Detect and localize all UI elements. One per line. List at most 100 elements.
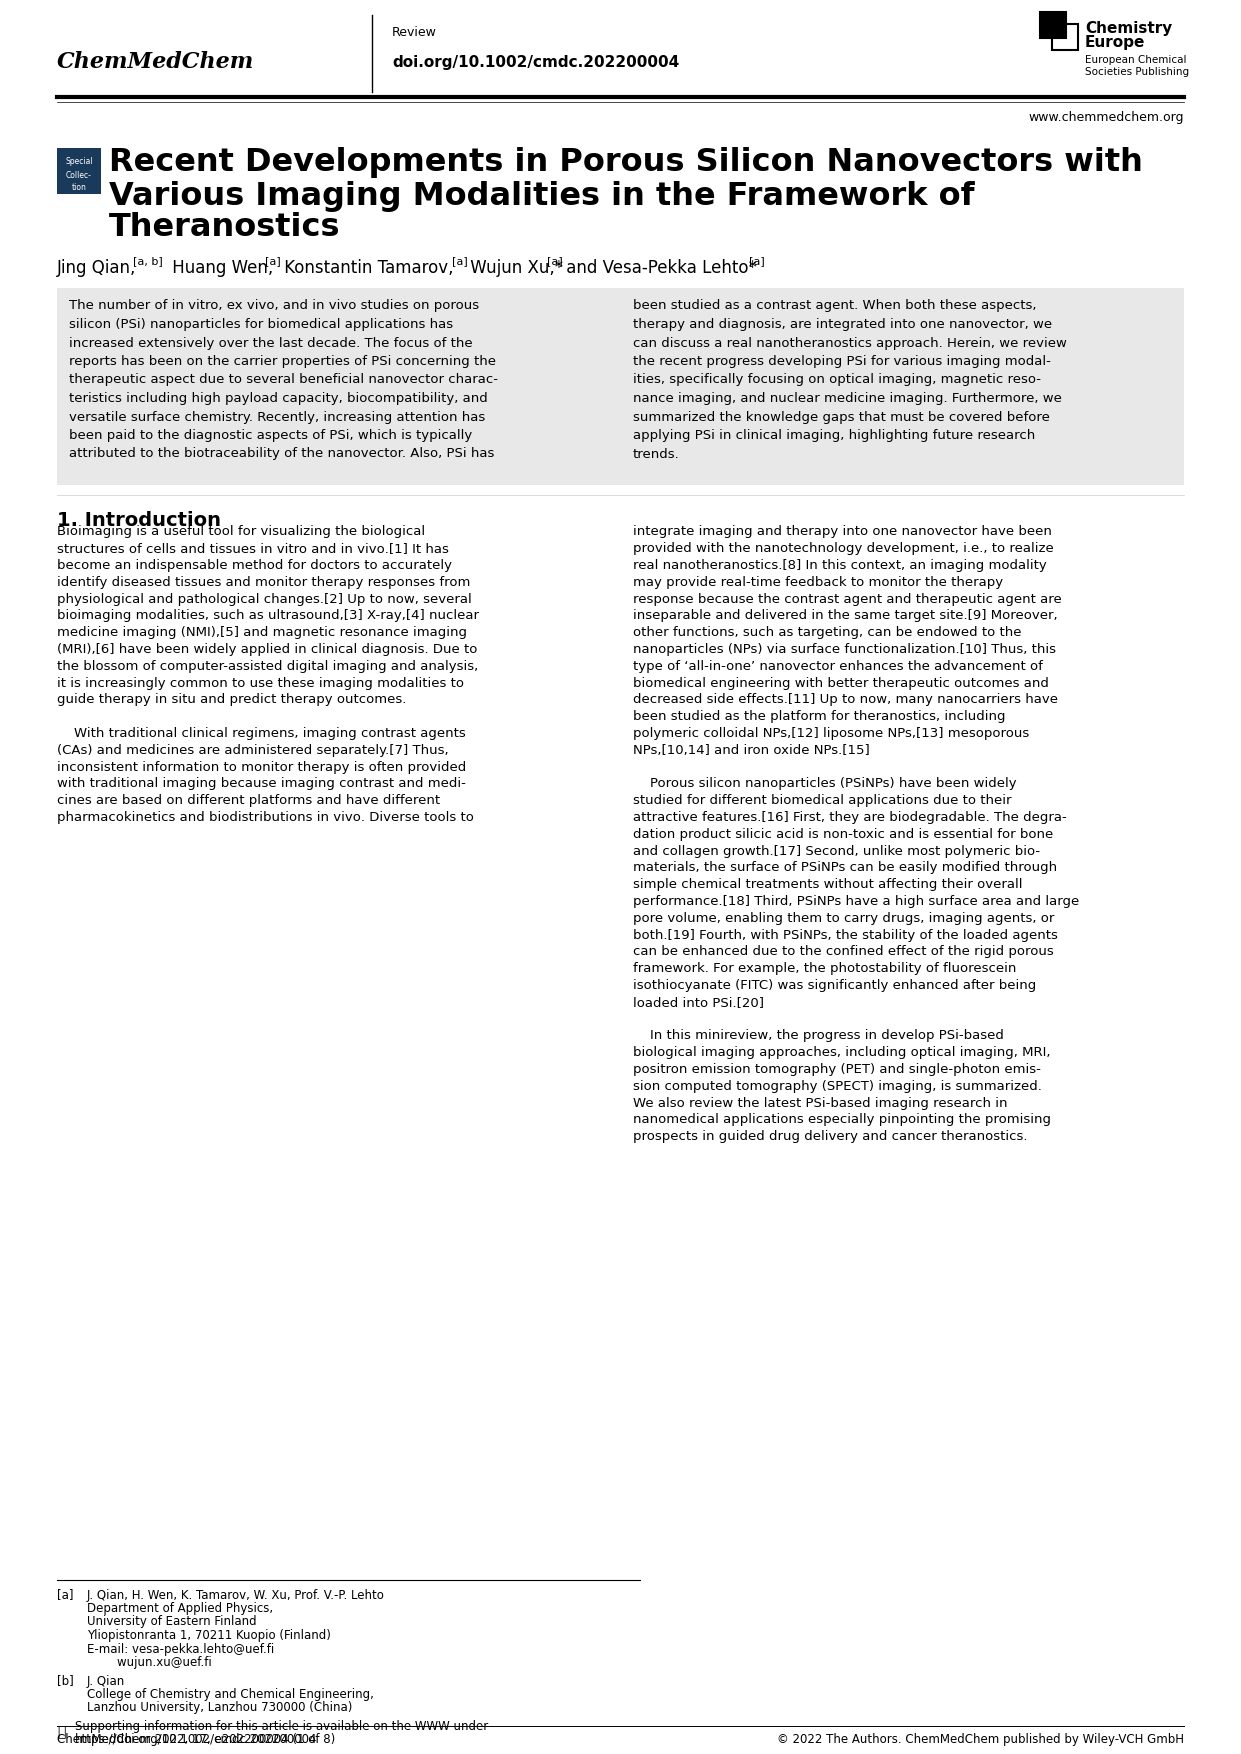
Text: and Vesa-Pekka Lehto*: and Vesa-Pekka Lehto* xyxy=(561,260,757,277)
Text: therapeutic aspect due to several beneficial nanovector charac-: therapeutic aspect due to several benefi… xyxy=(69,374,498,386)
Text: medicine imaging (NMI),[5] and magnetic resonance imaging: medicine imaging (NMI),[5] and magnetic … xyxy=(57,626,467,638)
Text: Europe: Europe xyxy=(1085,35,1145,49)
Text: it is increasingly common to use these imaging modalities to: it is increasingly common to use these i… xyxy=(57,677,464,689)
Text: Collec-: Collec- xyxy=(66,172,92,181)
Text: [a]: [a] xyxy=(452,256,468,267)
Text: wujun.xu@uef.fi: wujun.xu@uef.fi xyxy=(87,1656,212,1670)
Text: been paid to the diagnostic aspects of PSi, which is typically: been paid to the diagnostic aspects of P… xyxy=(69,430,473,442)
Text: silicon (PSi) nanoparticles for biomedical applications has: silicon (PSi) nanoparticles for biomedic… xyxy=(69,317,453,332)
Text: College of Chemistry and Chemical Engineering,: College of Chemistry and Chemical Engine… xyxy=(87,1687,374,1701)
Text: real nanotheranostics.[8] In this context, an imaging modality: real nanotheranostics.[8] In this contex… xyxy=(633,560,1046,572)
Text: with traditional imaging because imaging contrast and medi-: with traditional imaging because imaging… xyxy=(57,777,465,791)
Text: [b]: [b] xyxy=(57,1675,73,1687)
Text: J. Qian: J. Qian xyxy=(87,1675,125,1687)
Text: physiological and pathological changes.[2] Up to now, several: physiological and pathological changes.[… xyxy=(57,593,472,605)
Text: European Chemical: European Chemical xyxy=(1085,54,1186,65)
Text: 1. Introduction: 1. Introduction xyxy=(57,510,221,530)
Text: biological imaging approaches, including optical imaging, MRI,: biological imaging approaches, including… xyxy=(633,1047,1050,1059)
Text: teristics including high payload capacity, biocompatibility, and: teristics including high payload capacit… xyxy=(69,391,488,405)
Text: [a]: [a] xyxy=(750,256,764,267)
Text: University of Eastern Finland: University of Eastern Finland xyxy=(87,1615,257,1628)
Text: decreased side effects.[11] Up to now, many nanocarriers have: decreased side effects.[11] Up to now, m… xyxy=(633,693,1059,707)
Text: simple chemical treatments without affecting their overall: simple chemical treatments without affec… xyxy=(633,879,1023,891)
Text: pore volume, enabling them to carry drugs, imaging agents, or: pore volume, enabling them to carry drug… xyxy=(633,912,1055,924)
Text: [a, b]: [a, b] xyxy=(133,256,163,267)
Text: become an indispensable method for doctors to accurately: become an indispensable method for docto… xyxy=(57,560,452,572)
Text: ChemMedChem: ChemMedChem xyxy=(57,51,254,74)
Text: (CAs) and medicines are administered separately.[7] Thus,: (CAs) and medicines are administered sep… xyxy=(57,744,449,758)
Text: Yliopistonranta 1, 70211 Kuopio (Finland): Yliopistonranta 1, 70211 Kuopio (Finland… xyxy=(87,1629,331,1642)
Text: may provide real-time feedback to monitor the therapy: may provide real-time feedback to monito… xyxy=(633,575,1003,589)
Text: type of ‘all-in-one’ nanovector enhances the advancement of: type of ‘all-in-one’ nanovector enhances… xyxy=(633,660,1042,674)
Text: performance.[18] Third, PSiNPs have a high surface area and large: performance.[18] Third, PSiNPs have a hi… xyxy=(633,895,1080,909)
Text: loaded into PSi.[20]: loaded into PSi.[20] xyxy=(633,996,764,1009)
Text: isothiocyanate (FITC) was significantly enhanced after being: isothiocyanate (FITC) was significantly … xyxy=(633,979,1036,993)
Text: provided with the nanotechnology development, i.e., to realize: provided with the nanotechnology develop… xyxy=(633,542,1054,556)
Text: and collagen growth.[17] Second, unlike most polymeric bio-: and collagen growth.[17] Second, unlike … xyxy=(633,845,1040,858)
Text: versatile surface chemistry. Recently, increasing attention has: versatile surface chemistry. Recently, i… xyxy=(69,410,485,423)
Text: Wujun Xu,*: Wujun Xu,* xyxy=(465,260,563,277)
Text: © 2022 The Authors. ChemMedChem published by Wiley-VCH GmbH: © 2022 The Authors. ChemMedChem publishe… xyxy=(777,1733,1184,1747)
Text: Review: Review xyxy=(392,26,437,40)
Text: trends.: trends. xyxy=(633,447,680,461)
Text: cines are based on different platforms and have different: cines are based on different platforms a… xyxy=(57,795,441,807)
Text: Theranostics: Theranostics xyxy=(109,212,340,244)
Text: www.chemmedchem.org: www.chemmedchem.org xyxy=(1029,111,1184,123)
Text: doi.org/10.1002/cmdc.202200004: doi.org/10.1002/cmdc.202200004 xyxy=(392,54,679,70)
Text: [a]: [a] xyxy=(57,1589,73,1601)
Text: reports has been on the carrier properties of PSi concerning the: reports has been on the carrier properti… xyxy=(69,354,496,368)
Text: Supporting information for this article is available on the WWW under: Supporting information for this article … xyxy=(74,1721,488,1733)
Text: been studied as the platform for theranostics, including: been studied as the platform for therano… xyxy=(633,710,1005,723)
Text: With traditional clinical regimens, imaging contrast agents: With traditional clinical regimens, imag… xyxy=(57,728,465,740)
Text: Huang Wen,: Huang Wen, xyxy=(168,260,273,277)
Bar xyxy=(1040,12,1066,39)
Text: pharmacokinetics and biodistributions ​in vivo​. Diverse tools to: pharmacokinetics and biodistributions ​i… xyxy=(57,810,474,824)
Text: [a]: [a] xyxy=(547,256,562,267)
Text: can be enhanced due to the confined effect of the rigid porous: can be enhanced due to the confined effe… xyxy=(633,945,1054,958)
Text: (MRI),[6] have been widely applied in clinical diagnosis. Due to: (MRI),[6] have been widely applied in cl… xyxy=(57,644,478,656)
Text: framework. For example, the photostability of fluorescein: framework. For example, the photostabili… xyxy=(633,963,1016,975)
Text: the blossom of computer-assisted digital imaging and analysis,: the blossom of computer-assisted digital… xyxy=(57,660,478,674)
Text: inconsistent information to monitor therapy is often provided: inconsistent information to monitor ther… xyxy=(57,761,467,774)
Text: the recent progress developing PSi for various imaging modal-: the recent progress developing PSi for v… xyxy=(633,354,1051,368)
Text: response because the contrast agent and therapeutic agent are: response because the contrast agent and … xyxy=(633,593,1062,605)
Bar xyxy=(57,288,1184,486)
Text: prospects in guided drug delivery and cancer theranostics.: prospects in guided drug delivery and ca… xyxy=(633,1130,1028,1144)
Text: Lanzhou University, Lanzhou 730000 (China): Lanzhou University, Lanzhou 730000 (Chin… xyxy=(87,1701,352,1714)
Text: ities, specifically focusing on optical imaging, magnetic reso-: ities, specifically focusing on optical … xyxy=(633,374,1041,386)
Text: Jing Qian,: Jing Qian, xyxy=(57,260,137,277)
Text: summarized the knowledge gaps that must be covered before: summarized the knowledge gaps that must … xyxy=(633,410,1050,423)
Text: can discuss a real nanotheranostics approach. Herein, we review: can discuss a real nanotheranostics appr… xyxy=(633,337,1067,349)
Bar xyxy=(1052,25,1078,51)
Text: dation product silicic acid is non-toxic and is essential for bone: dation product silicic acid is non-toxic… xyxy=(633,828,1054,840)
Text: We also review the latest PSi-based imaging research in: We also review the latest PSi-based imag… xyxy=(633,1096,1008,1110)
Text: sion computed tomography (SPECT) imaging, is summarized.: sion computed tomography (SPECT) imaging… xyxy=(633,1080,1042,1093)
Text: nance imaging, and nuclear medicine imaging. Furthermore, we: nance imaging, and nuclear medicine imag… xyxy=(633,391,1062,405)
Text: The number of ​in vitro​, ​ex vivo​, and ​in vivo​ studies on porous: The number of ​in vitro​, ​ex vivo​, and… xyxy=(69,300,479,312)
Text: attributed to the biotraceability of the nanovector. Also, PSi has: attributed to the biotraceability of the… xyxy=(69,447,494,461)
Text: ⎓: ⎓ xyxy=(57,1726,66,1740)
Text: ChemMedChem 2022, 17, e202200004 (1 of 8): ChemMedChem 2022, 17, e202200004 (1 of 8… xyxy=(57,1733,335,1747)
Text: identify diseased tissues and monitor therapy responses from: identify diseased tissues and monitor th… xyxy=(57,575,470,589)
Text: nanoparticles (NPs) via surface functionalization.[10] Thus, this: nanoparticles (NPs) via surface function… xyxy=(633,644,1056,656)
Text: Special: Special xyxy=(66,158,93,167)
Text: E-mail: vesa-pekka.lehto@uef.fi: E-mail: vesa-pekka.lehto@uef.fi xyxy=(87,1642,274,1656)
Text: Bioimaging is a useful tool for visualizing the biological: Bioimaging is a useful tool for visualiz… xyxy=(57,526,426,538)
Text: nanomedical applications especially pinpointing the promising: nanomedical applications especially pinp… xyxy=(633,1114,1051,1126)
Bar xyxy=(57,147,101,195)
Text: NPs,[10,14] and iron oxide NPs.[15]: NPs,[10,14] and iron oxide NPs.[15] xyxy=(633,744,870,758)
Text: structures of cells and tissues ​in vitro​ and ​in vivo​.[1] It has: structures of cells and tissues ​in vitr… xyxy=(57,542,449,556)
Text: other functions, such as targeting, can be endowed to the: other functions, such as targeting, can … xyxy=(633,626,1021,638)
Text: Recent Developments in Porous Silicon Nanovectors with: Recent Developments in Porous Silicon Na… xyxy=(109,147,1143,179)
Text: polymeric colloidal NPs,[12] liposome NPs,[13] mesoporous: polymeric colloidal NPs,[12] liposome NP… xyxy=(633,728,1029,740)
Text: increased extensively over the last decade. The focus of the: increased extensively over the last deca… xyxy=(69,337,473,349)
Text: Societies Publishing: Societies Publishing xyxy=(1085,67,1189,77)
Text: therapy and diagnosis, are integrated into one nanovector, we: therapy and diagnosis, are integrated in… xyxy=(633,317,1052,332)
Text: bioimaging modalities, such as ultrasound,[3] X-ray,[4] nuclear: bioimaging modalities, such as ultrasoun… xyxy=(57,609,479,623)
Text: applying PSi in clinical imaging, highlighting future research: applying PSi in clinical imaging, highli… xyxy=(633,430,1035,442)
Text: both.[19] Fourth, with PSiNPs, the stability of the loaded agents: both.[19] Fourth, with PSiNPs, the stabi… xyxy=(633,928,1057,942)
Text: J. Qian, H. Wen, K. Tamarov, W. Xu, Prof. V.-P. Lehto: J. Qian, H. Wen, K. Tamarov, W. Xu, Prof… xyxy=(87,1589,385,1601)
Text: guide therapy ​in situ​ and predict therapy outcomes.: guide therapy ​in situ​ and predict ther… xyxy=(57,693,406,707)
Text: [a]: [a] xyxy=(266,256,280,267)
Text: materials, the surface of PSiNPs can be easily modified through: materials, the surface of PSiNPs can be … xyxy=(633,861,1057,875)
